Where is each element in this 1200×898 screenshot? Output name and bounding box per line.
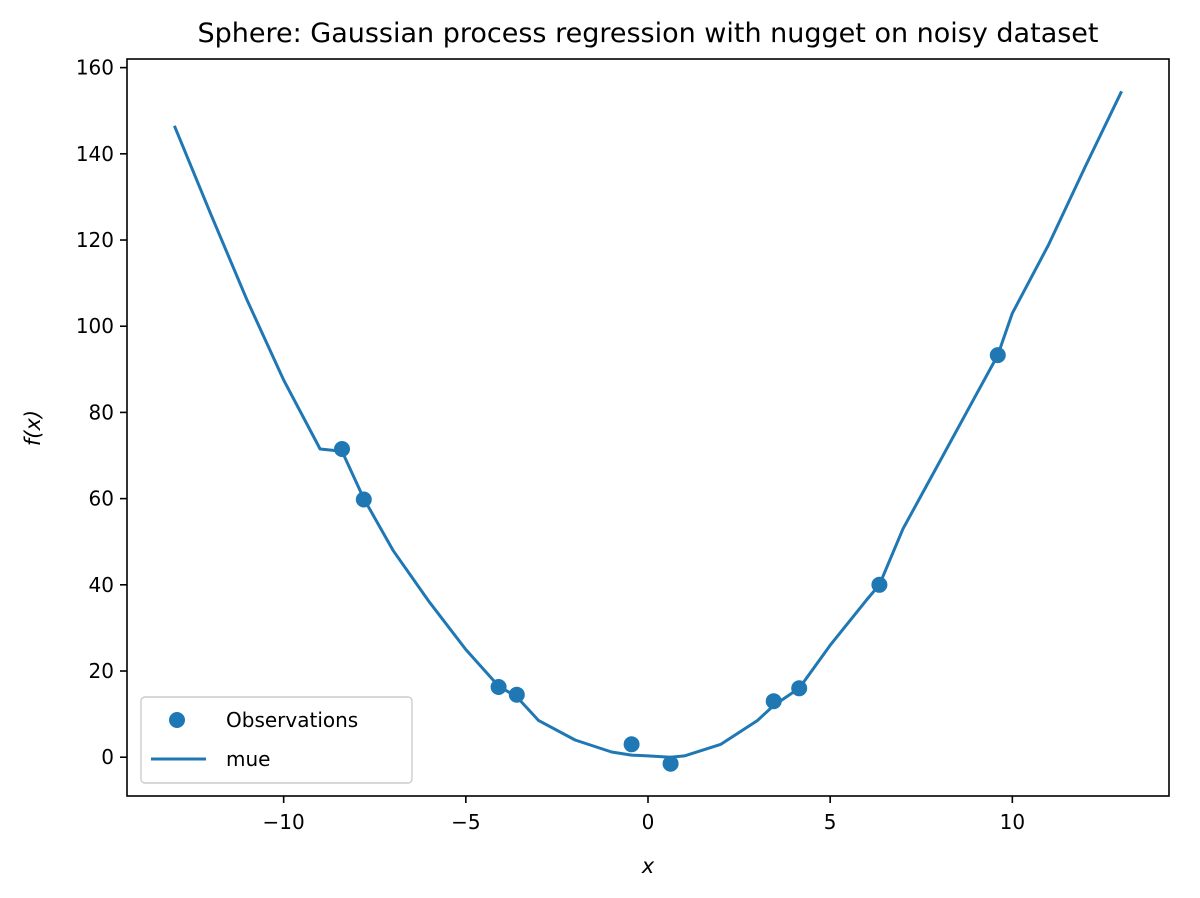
x-axis: −10 −5 0 5 10 xyxy=(263,796,1025,834)
observation-point-1 xyxy=(355,491,372,508)
legend-label-mue: mue xyxy=(226,747,270,771)
legend-box xyxy=(140,696,413,784)
points-layer xyxy=(334,347,1006,772)
observation-point-0 xyxy=(334,441,350,457)
x-tick-label-2: 0 xyxy=(642,810,655,834)
x-tick-label-3: 5 xyxy=(824,810,837,834)
legend-marker-observations xyxy=(169,712,185,728)
line-layer xyxy=(173,90,1123,759)
y-tick-label-7: 140 xyxy=(76,142,114,166)
chart-title: Sphere: Gaussian process regression with… xyxy=(197,18,1098,49)
y-tick-label-4: 80 xyxy=(89,400,114,424)
observation-point-9 xyxy=(989,347,1006,364)
observation-point-8 xyxy=(871,576,888,593)
y-axis-label: f(x) xyxy=(21,410,45,446)
observation-point-4 xyxy=(623,736,640,753)
y-axis: 0 20 40 60 80 100 120 140 160 xyxy=(76,56,127,769)
x-axis-label: x xyxy=(641,854,655,878)
y-tick-label-5: 100 xyxy=(76,314,114,338)
legend: Observations mue xyxy=(140,696,413,784)
y-tick-label-1: 20 xyxy=(89,659,114,683)
x-tick-label-4: 10 xyxy=(1000,810,1025,834)
x-tick-label-1: −5 xyxy=(451,810,480,834)
observation-point-3 xyxy=(508,686,525,703)
plot-area xyxy=(173,90,1123,772)
y-tick-label-6: 120 xyxy=(76,228,114,252)
observation-point-6 xyxy=(765,693,782,710)
x-tick-label-0: −10 xyxy=(263,810,305,834)
observation-point-5 xyxy=(662,755,679,772)
observation-point-2 xyxy=(490,679,507,695)
observation-point-7 xyxy=(791,680,808,697)
y-tick-label-0: 0 xyxy=(101,745,114,769)
series-line-mue xyxy=(173,90,1123,759)
y-tick-label-2: 40 xyxy=(89,573,114,597)
y-tick-label-8: 160 xyxy=(76,56,114,80)
y-tick-label-3: 60 xyxy=(89,487,114,511)
legend-label-observations: Observations xyxy=(226,708,358,732)
